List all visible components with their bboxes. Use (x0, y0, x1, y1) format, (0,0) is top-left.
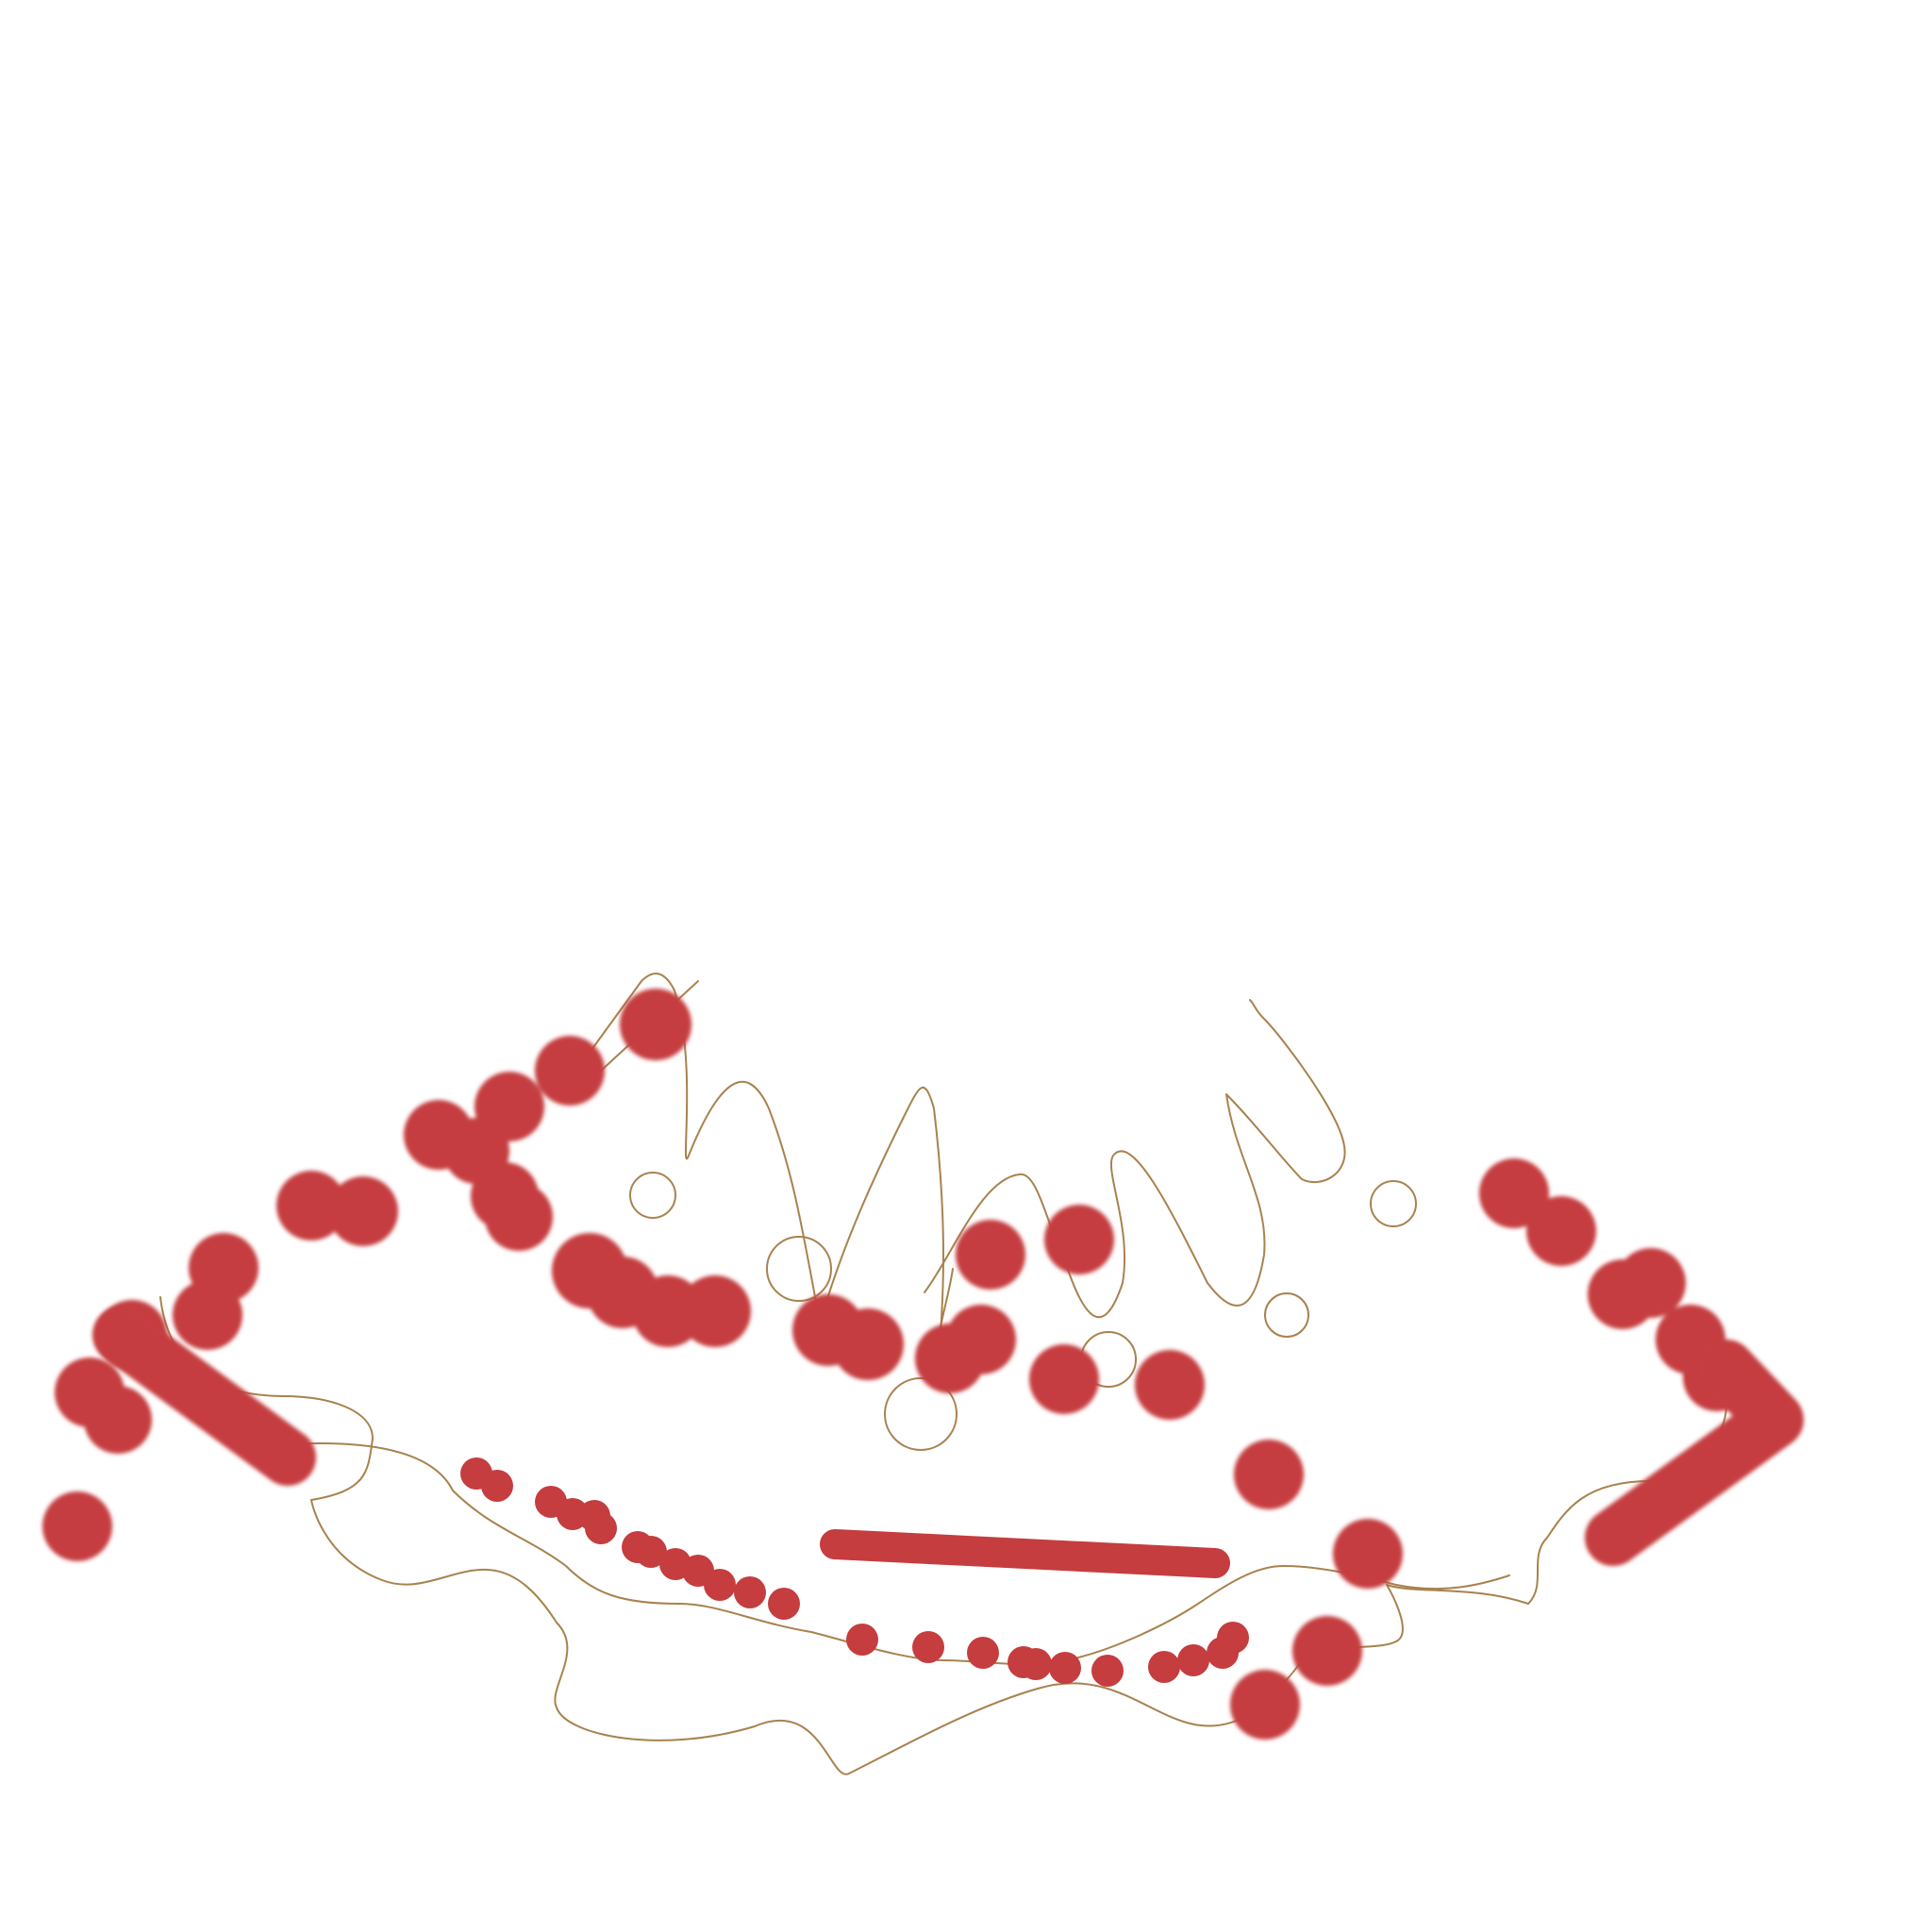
paint-dot (635, 1536, 667, 1568)
paint-bar (820, 1529, 1230, 1578)
paint-blob (956, 1220, 1025, 1290)
ring-1 (629, 1172, 676, 1219)
paint-dot (1148, 1651, 1180, 1683)
paint-dot (1177, 1644, 1209, 1676)
paint-dot (967, 1637, 999, 1669)
paint-blob (1234, 1440, 1304, 1509)
ring-6 (884, 1377, 958, 1451)
paint-blob (946, 1305, 1016, 1374)
paint-dot (585, 1512, 617, 1544)
paint-dot (846, 1624, 878, 1656)
paint-dot (734, 1576, 766, 1608)
paint-stroke-right (1585, 1340, 1804, 1566)
paint-blob (42, 1491, 112, 1561)
paint-dots (460, 1457, 1249, 1687)
ring-4 (1264, 1292, 1309, 1338)
paint-blob (1526, 1196, 1596, 1266)
paint-blob (173, 1280, 242, 1350)
ring-2 (766, 1236, 832, 1302)
paint-blob (1230, 1670, 1300, 1740)
paint-dot (1091, 1655, 1124, 1687)
paint-dot (1020, 1648, 1052, 1680)
paint-dot (768, 1588, 800, 1620)
paint-blob (832, 1308, 904, 1380)
paint-blobs (42, 989, 1751, 1740)
paint-stroke-left (92, 1307, 316, 1486)
paint-blob (620, 989, 691, 1060)
ring-3 (1370, 1180, 1417, 1227)
paint-dot (912, 1631, 944, 1663)
paint-blob (1616, 1248, 1686, 1318)
paint-blob (1135, 1350, 1205, 1420)
paint-dot (1217, 1622, 1249, 1654)
paint-dot (481, 1470, 513, 1502)
paint-blob (485, 1183, 553, 1251)
paint-blob (84, 1386, 152, 1454)
paint-blob (679, 1275, 751, 1347)
paint-blob (1479, 1158, 1549, 1228)
paint-blob (1029, 1344, 1099, 1414)
paint-strokes (92, 1307, 1804, 1566)
paint-blob (1044, 1205, 1114, 1274)
paint-blob (328, 1176, 398, 1246)
paint-blob (535, 1036, 605, 1106)
paint-blob (1292, 1616, 1362, 1686)
outer-scallop-line (159, 1296, 1727, 1775)
paint-blob (1333, 1519, 1403, 1589)
paint-blob (276, 1171, 346, 1241)
paint-dot (1049, 1652, 1081, 1684)
paint-dot (704, 1569, 736, 1601)
